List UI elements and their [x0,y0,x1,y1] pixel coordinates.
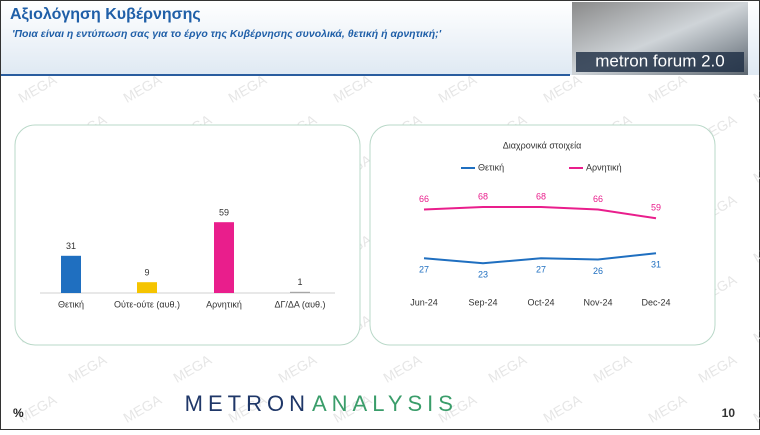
brand-1: METRON [185,391,310,416]
x-tick-label: ΔΓ/ΔΑ (αυθ.) [274,299,325,309]
logo-text: metron forum 2.0 [595,51,724,70]
x-tick-label: Αρνητική [206,299,242,309]
data-label: 1 [297,277,302,287]
bar [290,291,310,293]
data-label: 27 [419,265,429,275]
line-chart: Διαχρονικά στοιχεία Θετική 27 23 27 26 31 Αρνητ… [410,140,670,307]
bar [214,222,234,293]
x-tick-label: Dec-24 [641,297,670,307]
data-label: 68 [478,191,488,201]
data-label: 26 [593,266,603,276]
brand-2: ANALYSIS [312,391,458,416]
page-number: 10 [722,406,736,420]
data-label: 59 [219,208,229,218]
header-subtitle: 'Ποια είναι η εντύπωση σας για το έργο τ… [12,28,442,40]
header-title: Αξιολόγηση Κυβέρνησης [10,6,201,23]
legend-label: Αρνητική [586,162,622,172]
data-label: 9 [144,268,149,278]
data-label: 68 [536,191,546,201]
series-line [423,206,657,220]
unit: % [13,406,24,420]
x-tick-label: Oct-24 [527,297,554,307]
x-tick-label: Nov-24 [583,297,612,307]
legend-label: Θετική [478,162,504,172]
bar [61,255,81,293]
watermark: MEGA [750,151,760,186]
panel-left [14,124,361,346]
logo-band [576,52,744,72]
panel-right [369,124,716,346]
watermark: MEGA [750,231,760,266]
watermark: MEGA [750,311,760,346]
data-label: 59 [651,203,661,213]
data-label: 66 [419,194,429,204]
bar [137,282,157,293]
x-tick-label: Jun-24 [410,297,438,307]
chart-title: Διαχρονικά στοιχεία [503,140,582,150]
watermark: MEGA [750,391,760,426]
x-tick-label: Ούτε-ούτε (αυθ.) [114,299,180,309]
data-label: 31 [651,260,661,270]
x-tick-label: Θετική [58,299,84,309]
data-label: 23 [478,270,488,280]
bar-chart: 31 Θετική 9 Ούτε-ούτε (αυθ.) 59 Αρνητική 1 ΔΓ/Δ… [40,208,335,309]
x-tick-label: Sep-24 [468,297,497,307]
watermark: MEGA [750,71,760,106]
data-label: 27 [536,265,546,275]
series-line [423,252,657,265]
data-label: 66 [593,194,603,204]
data-label: 31 [66,241,76,251]
